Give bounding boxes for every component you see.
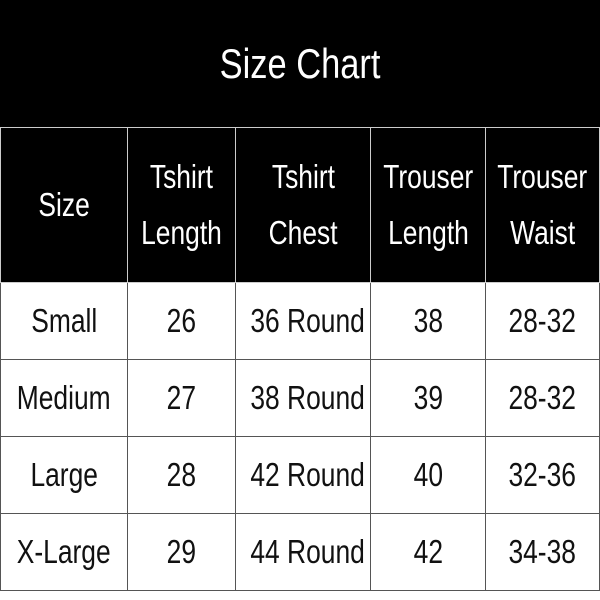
cell-text: 38 Round xyxy=(250,379,365,416)
cell-tshirt-chest: 42 Round xyxy=(235,436,371,514)
cell-text: 29 xyxy=(166,533,197,570)
header-label: Length xyxy=(141,214,222,251)
cell-text: 38 xyxy=(413,302,443,339)
header-label: Length xyxy=(387,214,469,251)
title-bar: Size Chart xyxy=(0,0,600,127)
cell-trouser-length: 40 xyxy=(370,436,486,514)
cell-tshirt-chest: 36 Round xyxy=(235,282,371,360)
header-label: Trouser xyxy=(382,158,473,195)
cell-text: 26 xyxy=(166,302,197,339)
cell-tshirt-length: 29 xyxy=(127,513,236,591)
cell-trouser-waist: 28-32 xyxy=(485,282,600,360)
header-size: Size xyxy=(0,127,128,283)
cell-tshirt-chest: 38 Round xyxy=(235,359,371,437)
cell-trouser-length: 38 xyxy=(370,282,486,360)
cell-text: Large xyxy=(30,456,98,493)
cell-text: 27 xyxy=(166,379,197,416)
header-tshirt-length: Tshirt Length xyxy=(127,127,236,283)
header-tshirt-chest: Tshirt Chest xyxy=(235,127,371,283)
header-trouser-waist: Trouser Waist xyxy=(485,127,600,283)
cell-text: 28-32 xyxy=(508,379,577,416)
cell-text: 42 xyxy=(413,533,443,570)
header-label: Size xyxy=(38,186,90,223)
header-label: Tshirt xyxy=(149,158,214,195)
cell-trouser-waist: 28-32 xyxy=(485,359,600,437)
cell-text: 36 Round xyxy=(250,302,365,339)
cell-tshirt-chest: 44 Round xyxy=(235,513,371,591)
cell-text: Small xyxy=(30,302,98,339)
cell-text: 32-36 xyxy=(508,456,577,493)
header-label: Chest xyxy=(268,214,338,251)
cell-size: Small xyxy=(0,282,128,360)
cell-size: Large xyxy=(0,436,128,514)
header-label: Trouser xyxy=(497,158,588,195)
cell-text: 34-38 xyxy=(508,533,577,570)
cell-size: X-Large xyxy=(0,513,128,591)
table-row: Large 28 42 Round 40 32-36 xyxy=(0,436,600,514)
cell-trouser-waist: 34-38 xyxy=(485,513,600,591)
header-label: Tshirt xyxy=(271,158,335,195)
cell-text: 28 xyxy=(166,456,197,493)
cell-tshirt-length: 26 xyxy=(127,282,236,360)
header-label: Waist xyxy=(509,214,576,251)
header-trouser-length: Trouser Length xyxy=(370,127,486,283)
cell-tshirt-length: 28 xyxy=(127,436,236,514)
cell-trouser-waist: 32-36 xyxy=(485,436,600,514)
chart-title: Size Chart xyxy=(219,39,381,87)
cell-text: Medium xyxy=(17,379,111,416)
cell-text: X-Large xyxy=(17,533,111,570)
table-row: X-Large 29 44 Round 42 34-38 xyxy=(0,513,600,591)
cell-text: 44 Round xyxy=(250,533,365,570)
cell-text: 40 xyxy=(413,456,443,493)
cell-size: Medium xyxy=(0,359,128,437)
table-row: Small 26 36 Round 38 28-32 xyxy=(0,282,600,360)
cell-tshirt-length: 27 xyxy=(127,359,236,437)
cell-text: 42 Round xyxy=(250,456,365,493)
cell-text: 28-32 xyxy=(508,302,577,339)
header-row: Size Tshirt Length Tshirt Chest Trouser Len… xyxy=(0,127,600,283)
cell-text: 39 xyxy=(413,379,443,416)
table-row: Medium 27 38 Round 39 28-32 xyxy=(0,359,600,437)
cell-trouser-length: 42 xyxy=(370,513,486,591)
size-table: Size Tshirt Length Tshirt Chest Trouser Len… xyxy=(0,127,600,591)
cell-trouser-length: 39 xyxy=(370,359,486,437)
